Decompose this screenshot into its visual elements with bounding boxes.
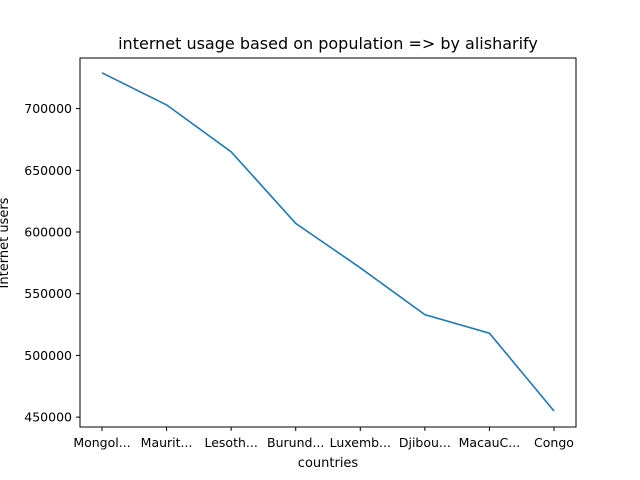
y-tick-label: 500000 (24, 348, 72, 363)
y-tick-label: 650000 (24, 163, 72, 178)
y-tick-label: 600000 (24, 225, 72, 240)
y-tick-label: 450000 (24, 410, 72, 425)
x-tick-label: Burund... (267, 435, 324, 450)
y-tick-label: 550000 (24, 286, 72, 301)
series-line (101, 72, 555, 412)
plot-area (79, 57, 577, 428)
x-tick-label: Maurit... (141, 435, 193, 450)
chart-title: internet usage based on population => by… (118, 34, 538, 53)
y-axis-label: Internet users (0, 197, 12, 288)
x-tick-label: Luxemb... (330, 435, 391, 450)
x-axis-label: countries (298, 456, 359, 471)
x-tick-label: Djibou... (399, 435, 451, 450)
x-tick-label: MacauC... (459, 435, 521, 450)
x-tick-label: Mongol... (73, 435, 130, 450)
x-axis: Mongol... Maurit... Lesoth... Burund... Luxe… (73, 427, 574, 450)
y-axis: 450000 500000 550000 600000 650000 700000 (24, 101, 80, 425)
x-tick-label: Lesoth... (204, 435, 257, 450)
y-tick-label: 700000 (24, 101, 72, 116)
x-tick-label: Congo (534, 435, 574, 450)
